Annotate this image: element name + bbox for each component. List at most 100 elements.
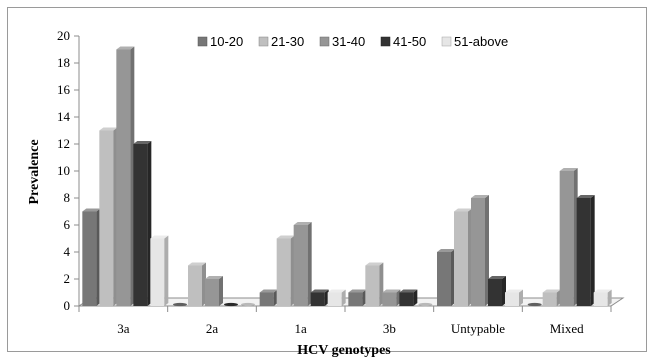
bar-front (133, 144, 148, 306)
legend: 10-20 21-30 31-40 41-50 51-above (197, 34, 508, 49)
bar-front (399, 292, 414, 306)
x-tick-label: Mixed (550, 321, 584, 336)
bar-side (307, 222, 312, 306)
bar-side (519, 289, 523, 306)
bar-top (488, 276, 506, 279)
bar (348, 289, 367, 306)
y-tick-label: 10 (57, 163, 70, 178)
bar-top (327, 289, 346, 293)
bar (99, 127, 118, 306)
bar-side (590, 195, 595, 306)
bar (365, 262, 384, 306)
bar-zero (418, 302, 433, 307)
bar-front (99, 130, 114, 306)
bar-top (116, 46, 135, 50)
legend-swatch (319, 36, 330, 47)
bar (116, 46, 135, 306)
bar-front (365, 265, 380, 306)
x-tick-label: 3b (383, 321, 396, 336)
bar (310, 289, 329, 306)
bar-top (454, 208, 472, 212)
bar-front (559, 171, 574, 306)
y-tick-label: 4 (64, 244, 71, 259)
bar (133, 141, 152, 306)
bar (576, 195, 595, 306)
bar-zero (527, 302, 542, 307)
bar (593, 289, 612, 306)
legend-item: 41-50 (380, 34, 426, 49)
bar (399, 289, 418, 306)
bars-layer (82, 46, 612, 307)
y-tick-label: 0 (64, 298, 71, 313)
y-axis-title: Prevalence (27, 139, 42, 204)
bar-zero (173, 302, 187, 307)
x-axis-title: HCV genotypes (297, 343, 391, 358)
legend-swatch (258, 36, 269, 47)
bar (505, 289, 523, 306)
legend-label: 10-20 (210, 34, 243, 49)
bar-top (82, 208, 101, 212)
bar-side (219, 276, 223, 306)
bar-top (310, 289, 329, 293)
y-tick-label: 14 (57, 109, 71, 124)
bar (437, 249, 455, 306)
legend-swatch (441, 36, 452, 47)
bar-front (576, 198, 591, 306)
bar-front (327, 292, 342, 306)
x-tick-label: 3a (117, 321, 130, 336)
bar-top (150, 235, 169, 239)
y-tick-label: 12 (57, 136, 70, 151)
bar (471, 195, 489, 306)
bar-top (348, 289, 367, 293)
bar-front (505, 292, 519, 306)
bar-front (348, 292, 363, 306)
bar (559, 168, 578, 306)
bar-top (505, 289, 523, 293)
bar-top (542, 289, 561, 293)
legend-item: 10-20 (197, 34, 243, 49)
bar-top (276, 235, 295, 239)
bar-side (164, 235, 169, 306)
legend-label: 31-40 (332, 34, 365, 49)
bar (150, 235, 169, 306)
bar-front (116, 49, 131, 306)
bar-top (205, 276, 223, 279)
legend-item: 21-30 (258, 34, 304, 49)
bar (241, 302, 255, 307)
bar (173, 302, 187, 307)
bar-top (188, 262, 206, 266)
bar-front (454, 211, 468, 306)
bar-front (542, 292, 557, 306)
bar-front (205, 279, 219, 306)
bar-zero (224, 302, 238, 307)
bar-front (293, 225, 308, 306)
bar (454, 208, 472, 306)
bar (542, 289, 561, 306)
bar-front (593, 292, 608, 306)
bar-front (471, 198, 485, 306)
bar-front (437, 252, 451, 306)
bar-top (559, 168, 578, 171)
legend-label: 51-above (454, 34, 508, 49)
bar-top (399, 289, 418, 293)
bar (276, 235, 295, 306)
x-tick-label: 1a (295, 321, 308, 336)
bar-top (437, 249, 455, 252)
bar-top (576, 195, 595, 198)
bar-zero (241, 302, 255, 307)
y-tick-label: 8 (64, 190, 71, 205)
bar-side (341, 289, 346, 306)
bar (293, 222, 312, 306)
bar-top (365, 262, 384, 266)
bar (205, 276, 223, 306)
legend-label: 21-30 (271, 34, 304, 49)
bar (82, 208, 101, 306)
bar (382, 289, 401, 306)
y-tick-label: 20 (57, 28, 70, 43)
bar-top (133, 141, 152, 144)
legend-item: 51-above (441, 34, 508, 49)
y-tick-label: 16 (57, 82, 71, 97)
legend-swatch (380, 36, 391, 47)
bar (224, 302, 238, 307)
